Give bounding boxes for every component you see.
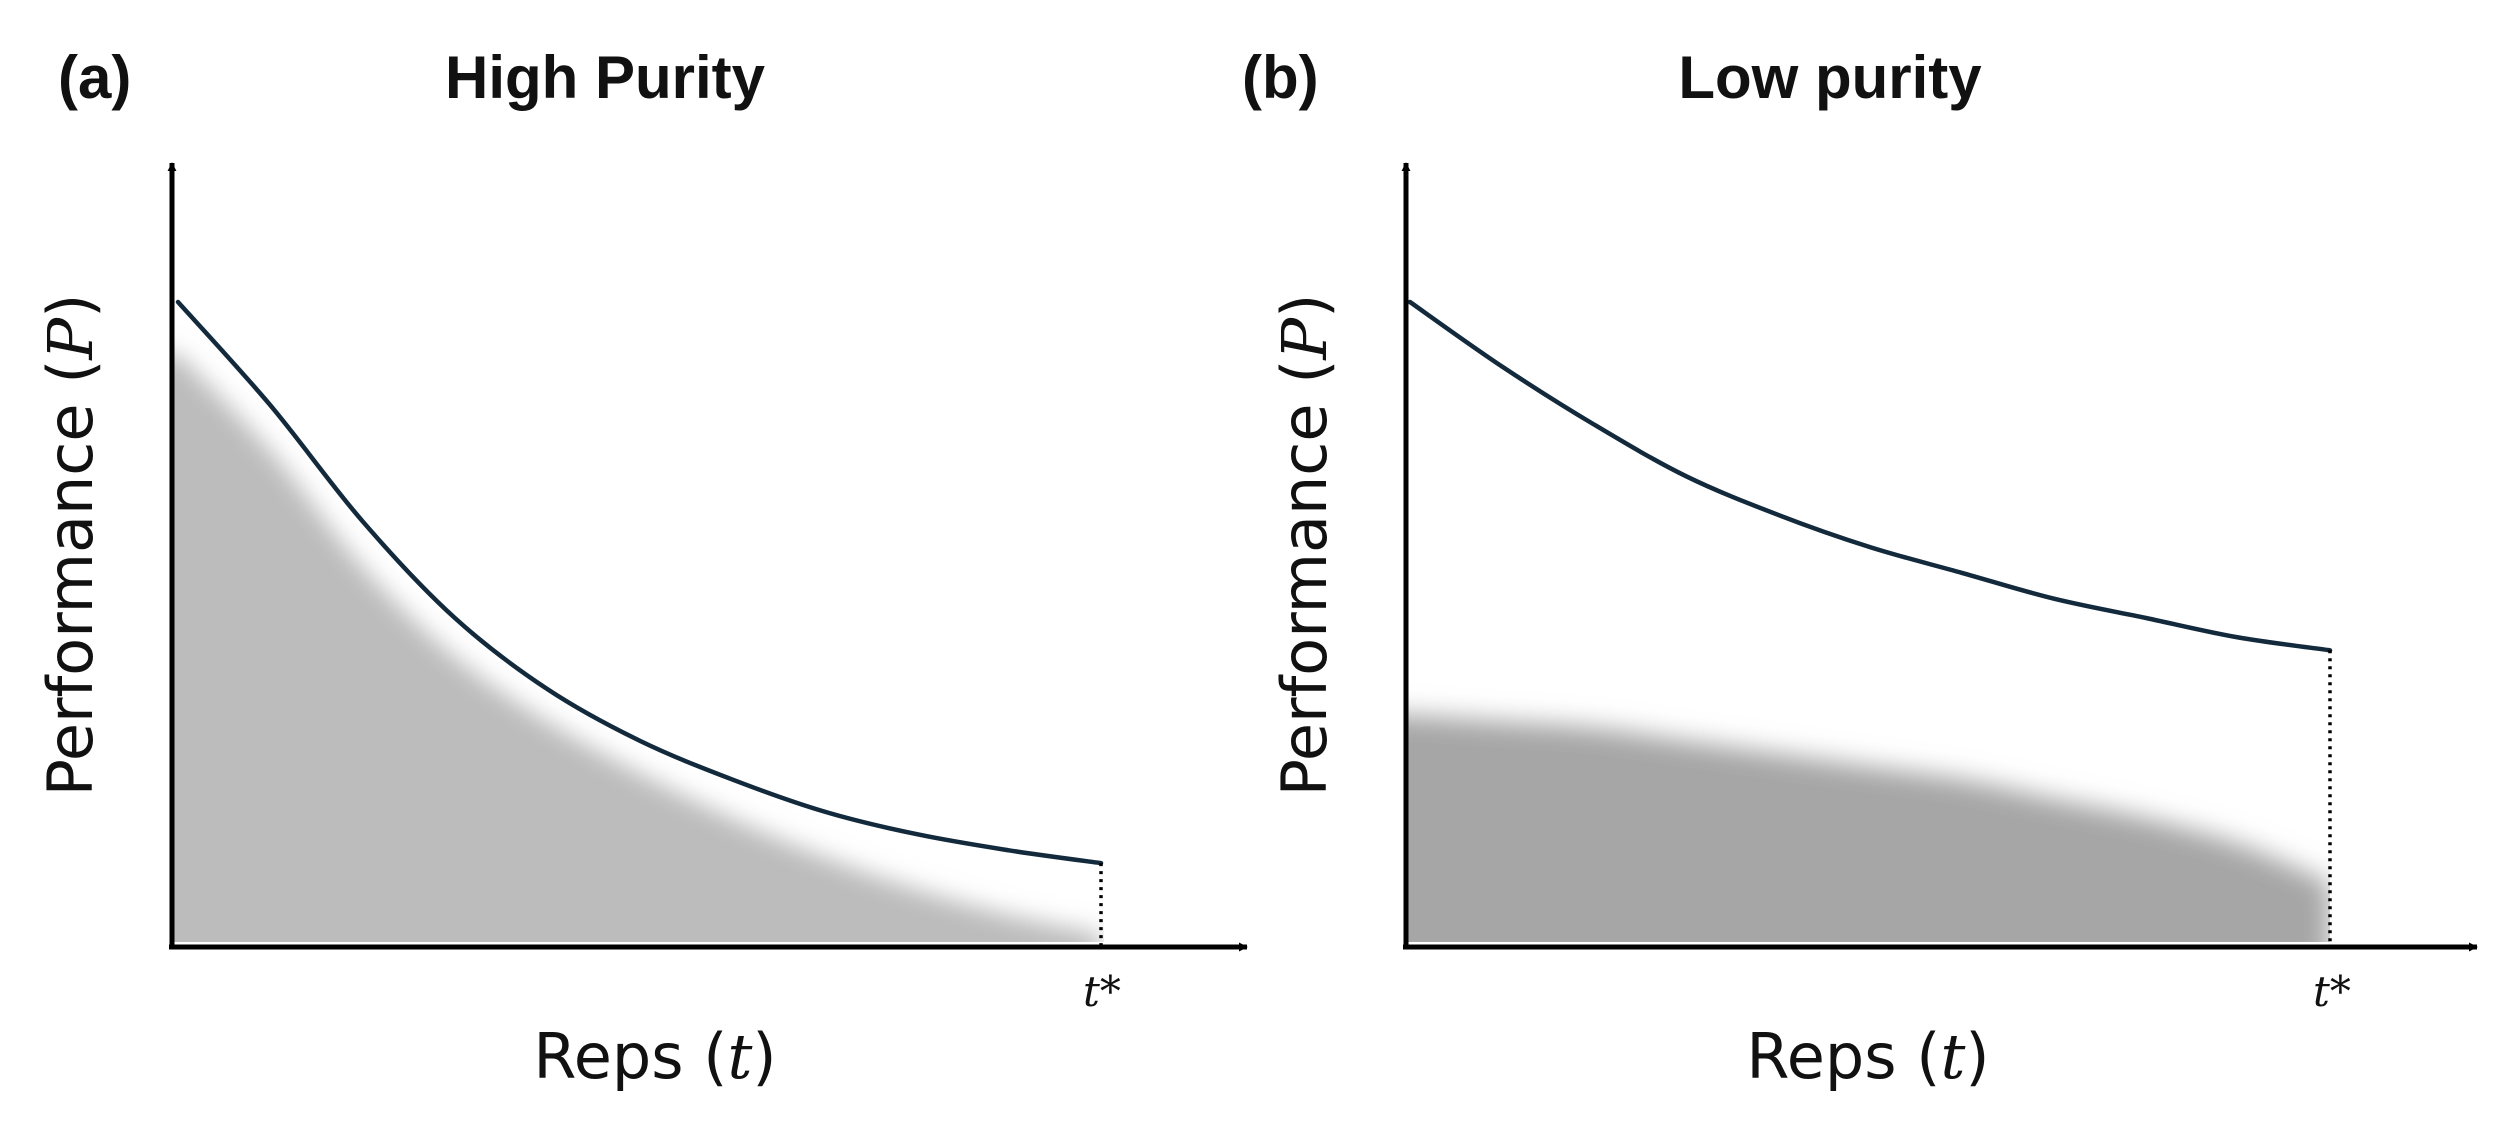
panel-b: (b) Low purity t* Reps (t) Performance (… — [1242, 44, 2478, 1093]
panel-b-x-tick-t-star: t* — [2313, 967, 2351, 1016]
panel-b-letter: (b) — [1242, 44, 1319, 111]
panel-b-x-axis-label: Reps (t) — [1746, 1020, 1989, 1093]
panel-a: (a) High Purity t* Reps (t) Performance … — [34, 44, 1248, 1093]
panel-a-x-axis-label: Reps (t) — [533, 1020, 776, 1093]
panel-b-shaded-area — [1408, 714, 2330, 942]
panel-a-shaded-area — [174, 353, 1101, 942]
panel-b-title: Low purity — [1678, 44, 1982, 111]
panel-a-title: High Purity — [445, 44, 766, 111]
panel-b-performance-curve — [1407, 299, 2333, 653]
panel-a-x-tick-t-star: t* — [1083, 967, 1121, 1016]
panel-a-performance-curve — [175, 299, 1104, 866]
panel-a-letter: (a) — [58, 44, 131, 111]
panel-a-y-axis-label: Performance (P) — [34, 294, 107, 797]
panel-b-y-axis-label: Performance (P) — [1268, 294, 1341, 797]
